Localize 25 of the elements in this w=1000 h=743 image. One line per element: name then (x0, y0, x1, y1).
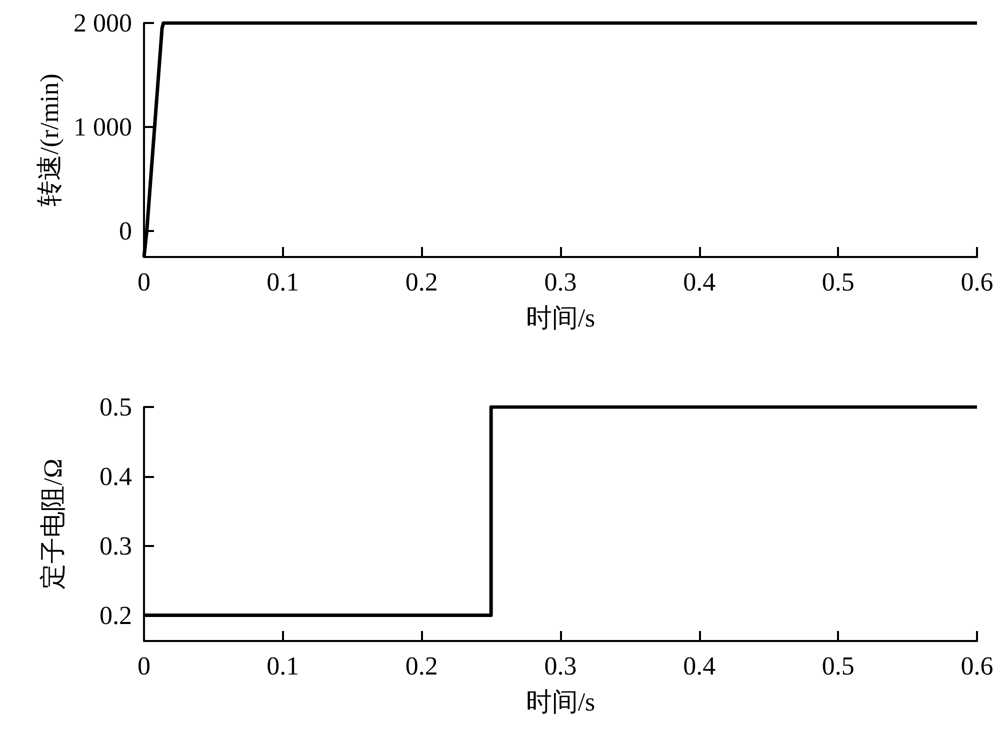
y-tick-label: 0.5 (100, 392, 132, 422)
x-tick-label: 0.4 (683, 268, 716, 296)
x-tick-label: 0.1 (266, 652, 300, 680)
x-tick-label: 0.4 (683, 652, 716, 680)
y-axis-title: 转速/(r/min) (35, 74, 64, 206)
x-tick-label: 0 (138, 652, 150, 680)
y-tick-label: 0.4 (100, 462, 132, 491)
x-tick-label: 0.3 (544, 268, 577, 296)
x-axis-title: 时间/s (526, 688, 596, 716)
y-tick-label: 2 000 (74, 8, 132, 38)
y-tick-label: 0 (119, 216, 132, 246)
y-tick-label: 0.2 (100, 600, 132, 630)
y-tick-label: 0.3 (100, 531, 132, 560)
x-tick-label: 0.2 (405, 652, 438, 680)
x-tick-label: 0 (138, 268, 150, 296)
y-tick-label: 1 000 (74, 112, 132, 142)
x-tick-label: 0.6 (960, 652, 994, 680)
x-tick-label: 0.5 (822, 268, 854, 296)
x-tick-label: 0.5 (822, 652, 854, 680)
x-axis-title: 时间/s (526, 304, 596, 332)
x-tick-label: 0.6 (960, 268, 994, 296)
x-tick-label: 0.2 (405, 268, 438, 296)
y-axis-title: 定子电阻/Ω (38, 458, 68, 590)
x-tick-label: 0.3 (544, 652, 577, 680)
x-tick-label: 0.1 (266, 268, 300, 296)
